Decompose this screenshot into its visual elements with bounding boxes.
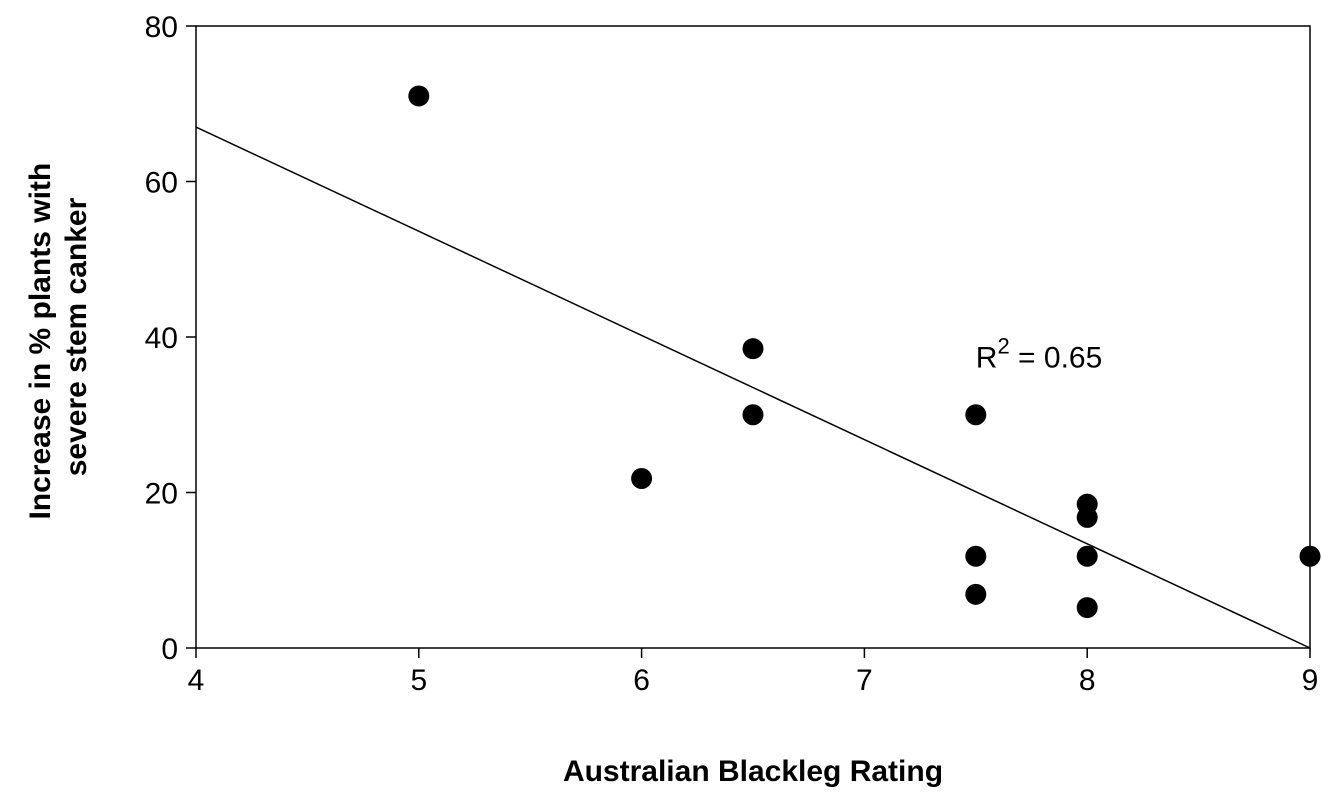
y-axis: 0 20 40 60 80 <box>145 11 196 666</box>
trendline-group <box>195 126 1311 649</box>
data-point <box>1076 545 1098 567</box>
data-point <box>631 468 653 490</box>
trendline <box>195 126 1311 649</box>
data-point <box>408 85 430 107</box>
y-tick-label: 80 <box>145 11 178 44</box>
data-point <box>965 404 987 426</box>
y-axis-title: Increase in % plants with severe stem ca… <box>24 154 93 519</box>
data-point <box>742 404 764 426</box>
r-squared-annotation: R2 = 0.65 <box>976 333 1103 374</box>
y-tick-label: 0 <box>161 633 178 666</box>
r-squared-superscript: 2 <box>997 333 1009 358</box>
data-point <box>965 583 987 605</box>
x-tick-label: 9 <box>1302 664 1319 697</box>
x-axis: 4 5 6 7 8 9 <box>188 648 1319 697</box>
x-tick-label: 5 <box>410 664 427 697</box>
plot-frame <box>195 25 1311 649</box>
x-tick-label: 8 <box>1079 664 1096 697</box>
data-points <box>408 85 1321 619</box>
x-tick-label: 7 <box>856 664 873 697</box>
y-tick-label: 60 <box>145 167 178 200</box>
data-point <box>1299 545 1321 567</box>
data-point <box>965 545 987 567</box>
y-axis-title-line-2: severe stem canker <box>60 197 93 476</box>
y-tick-label: 20 <box>145 478 178 511</box>
data-point <box>742 338 764 360</box>
y-axis-title-line-1: Increase in % plants with <box>24 163 57 520</box>
x-tick-label: 6 <box>633 664 650 697</box>
x-axis-title: Australian Blackleg Rating <box>563 755 943 788</box>
data-point <box>1076 506 1098 528</box>
x-tick-label: 4 <box>188 664 205 697</box>
data-point <box>1076 597 1098 619</box>
r-squared-base: R <box>976 341 998 374</box>
r-squared-value: = 0.65 <box>1010 341 1103 374</box>
y-tick-label: 40 <box>145 322 178 355</box>
